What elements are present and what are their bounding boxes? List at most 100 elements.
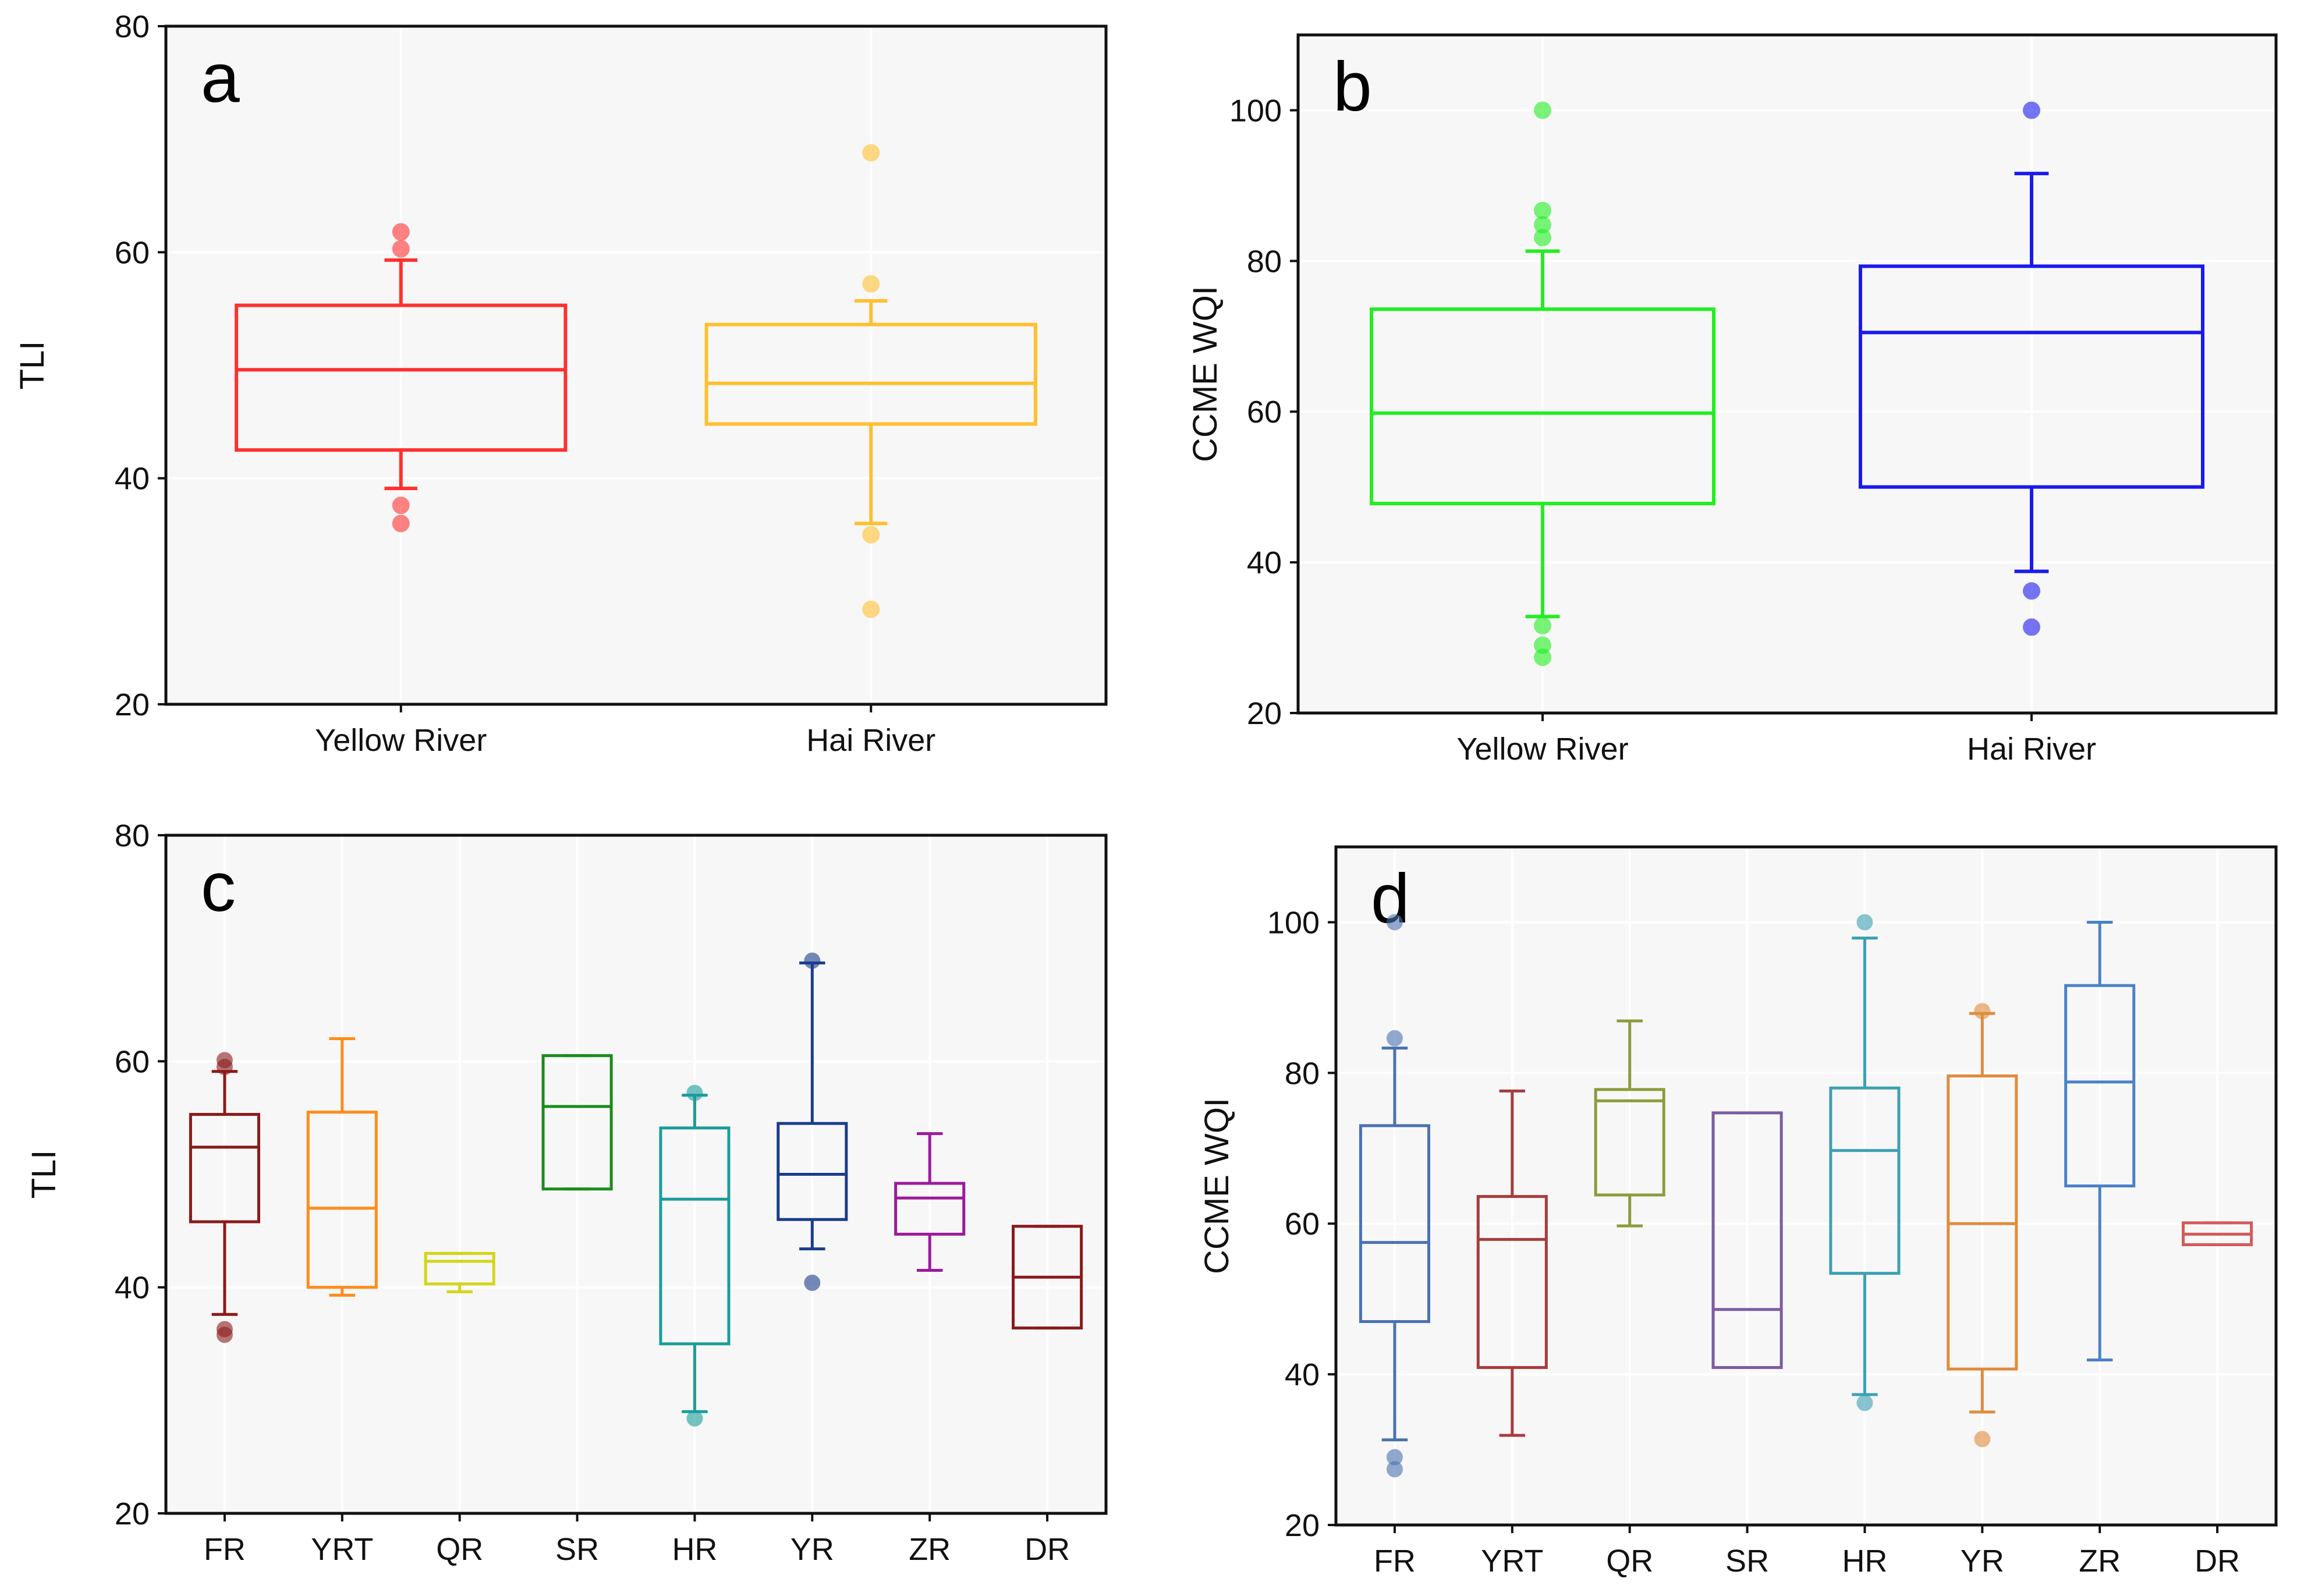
box-iqr <box>777 1122 848 1221</box>
box-zr <box>894 1132 966 1272</box>
y-tick-label: 20 <box>115 1496 150 1531</box>
x-tick-label: SR <box>555 1532 599 1567</box>
panel-b: 20 40 60 80 100 CCME WQI Yellow River Hai River… <box>1186 33 2278 767</box>
panel-letter: c <box>201 848 236 926</box>
box-sr <box>541 1054 613 1191</box>
x-tick-label: Yellow River <box>315 723 487 758</box>
box-iqr <box>1594 1088 1665 1197</box>
x-tick-label: ZR <box>909 1532 951 1567</box>
outlier-point <box>1856 914 1873 931</box>
box-iqr <box>424 1251 495 1286</box>
box-iqr <box>2064 984 2136 1187</box>
x-tick-label: FR <box>1374 1544 1416 1579</box>
y-tick-label: 60 <box>115 235 150 270</box>
outlier-point <box>862 275 880 293</box>
box-iqr <box>1476 1195 1548 1369</box>
x-tick-label: ZR <box>2079 1544 2121 1579</box>
box-yellow-river <box>235 223 568 533</box>
outlier-point <box>392 240 410 258</box>
x-tick-label: Hai River <box>806 723 935 758</box>
outlier-point <box>392 515 410 533</box>
y-tick-label: 60 <box>1247 395 1282 430</box>
x-tick-label: DR <box>1025 1532 1070 1567</box>
outlier-point <box>2023 618 2040 636</box>
y-tick-label: 80 <box>1247 244 1282 279</box>
box-yrt <box>1476 1089 1548 1437</box>
y-tick-label: 20 <box>1247 696 1282 731</box>
outlier-point <box>862 526 880 544</box>
x-tick-label: YR <box>1961 1544 2004 1579</box>
outlier-point <box>1386 1030 1403 1047</box>
outlier-point <box>216 1321 233 1338</box>
y-axis-title: TLI <box>25 1150 63 1199</box>
box-iqr <box>1370 307 1715 506</box>
x-tick-label: Hai River <box>1967 732 2096 767</box>
box-hai-river <box>704 144 1037 618</box>
box-sr <box>1711 1111 1783 1369</box>
x-tick-label: HR <box>672 1532 717 1567</box>
outlier-point <box>216 1052 233 1069</box>
y-tick-label: 80 <box>115 9 150 44</box>
y-tick-label: 20 <box>115 687 150 722</box>
box-dr <box>1012 1225 1083 1330</box>
outlier-point <box>686 1084 703 1101</box>
box-hr <box>1829 914 1901 1411</box>
box-iqr <box>306 1111 378 1289</box>
panel-letter: b <box>1333 48 1372 126</box>
panel-c: 20 40 60 80 TLI FR YRT QR SR HR YR ZR DR c <box>25 818 1108 1567</box>
x-tick-label: DR <box>2195 1544 2240 1579</box>
y-tick-label: 40 <box>115 1271 150 1306</box>
box-iqr <box>659 1126 731 1346</box>
box-yellow-river <box>1370 101 1715 666</box>
outlier-point <box>804 952 821 969</box>
y-tick-label: 100 <box>1229 93 1282 128</box>
outlier-point <box>804 1274 821 1291</box>
x-tick-label: YRT <box>1481 1544 1543 1579</box>
outlier-point <box>1386 1449 1403 1466</box>
outlier-point <box>1534 201 1551 219</box>
plot-area <box>166 26 1106 704</box>
box-fr <box>189 1052 260 1343</box>
y-tick-label: 80 <box>1285 1056 1320 1091</box>
outlier-point <box>2023 582 2040 600</box>
y-axis-title: CCME WQI <box>1198 1098 1236 1274</box>
box-fr <box>1359 914 1430 1478</box>
outlier-point <box>1534 216 1551 234</box>
box-qr <box>424 1251 495 1293</box>
box-iqr <box>1359 1124 1430 1323</box>
outlier-point <box>1974 1431 1991 1448</box>
y-axis-title: TLI <box>13 341 51 390</box>
outlier-point <box>1386 914 1403 931</box>
x-tick-label: FR <box>204 1532 246 1567</box>
x-tick-label: HR <box>1842 1544 1887 1579</box>
outlier-point <box>1534 616 1551 634</box>
plot-frame <box>164 834 1108 1515</box>
box-qr <box>1594 1019 1665 1228</box>
x-tick-label: QR <box>1606 1544 1653 1579</box>
outlier-point <box>862 600 880 618</box>
outlier-point <box>2023 101 2040 119</box>
box-hai-river <box>1859 101 2204 636</box>
outlier-point <box>1856 1395 1873 1411</box>
outlier-point <box>392 223 410 241</box>
box-iqr <box>1859 264 2204 489</box>
panel-letter: a <box>201 39 240 117</box>
box-zr <box>2064 920 2136 1362</box>
y-tick-label: 40 <box>1247 545 1282 580</box>
outlier-point <box>686 1410 703 1427</box>
box-iqr <box>704 322 1037 426</box>
box-iqr <box>1711 1111 1783 1369</box>
box-iqr <box>541 1054 613 1191</box>
x-tick-label: Yellow River <box>1456 732 1628 767</box>
box-hr <box>659 1084 731 1427</box>
y-tick-label: 60 <box>115 1044 150 1079</box>
box-yr <box>777 952 848 1291</box>
y-tick-label: 80 <box>115 818 150 853</box>
box-iqr <box>894 1182 966 1236</box>
outlier-point <box>392 496 410 515</box>
plot-frame <box>1296 33 2278 715</box>
x-tick-label: YR <box>791 1532 834 1567</box>
y-tick-label: 40 <box>1285 1357 1320 1392</box>
outlier-point <box>1974 1003 1991 1020</box>
